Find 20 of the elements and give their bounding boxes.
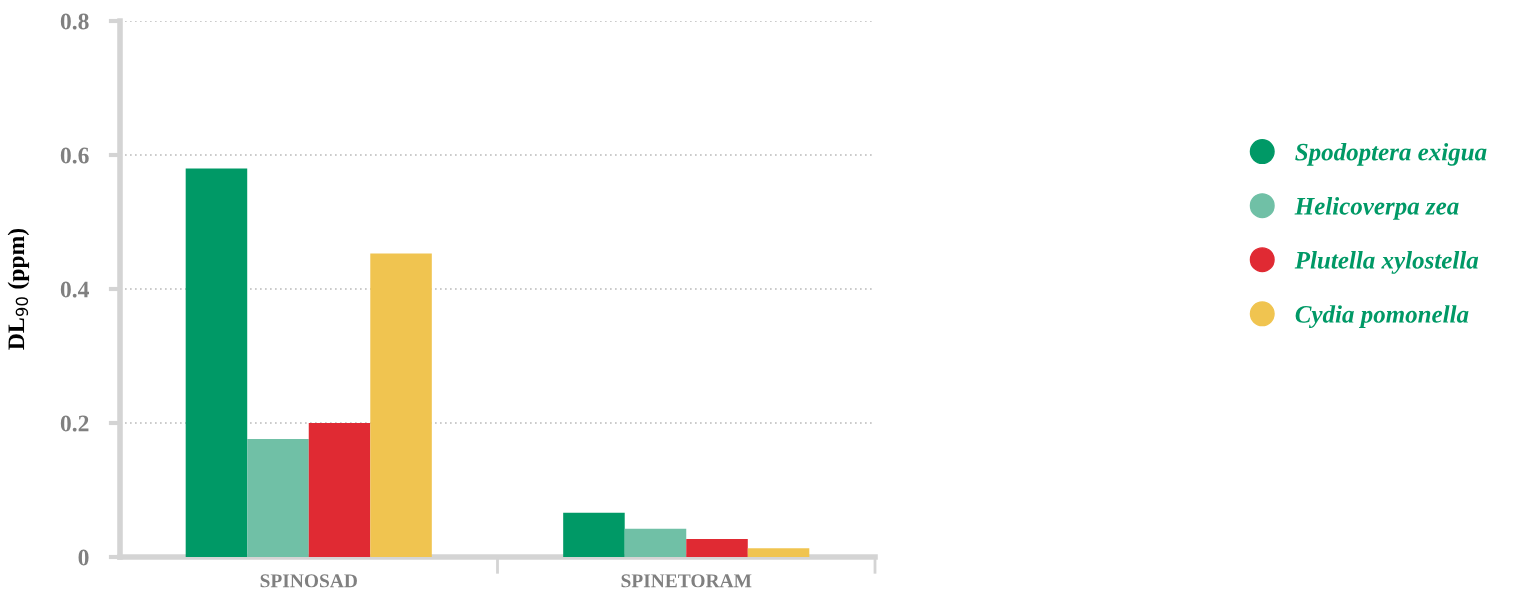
bar [624,528,687,557]
y-tick-label: 0.2 [60,415,89,432]
legend-label: Spodoptera exigua [1295,142,1487,166]
bar [747,548,810,557]
bar [308,423,371,557]
y-tick-label: 0.8 [60,13,89,30]
legend-label: Plutella xylostella [1294,251,1479,274]
legend-label: Cydia pomonella [1295,305,1469,328]
legend-label: Helicoverpa zea [1294,197,1459,220]
bar [563,512,625,557]
y-tick-label: 0.6 [60,147,89,164]
x-tick-label: SPINOSAD [260,574,357,588]
bar [185,168,248,557]
y-tick-label: 0.4 [60,281,90,298]
bar [370,253,432,557]
bar [247,439,309,557]
y-tick-label: 0 [78,549,89,566]
bar [686,538,748,557]
x-tick-label: SPINETORAM [621,574,752,588]
y-axis-title: DL$_{90}$ (ppm) [7,228,30,350]
